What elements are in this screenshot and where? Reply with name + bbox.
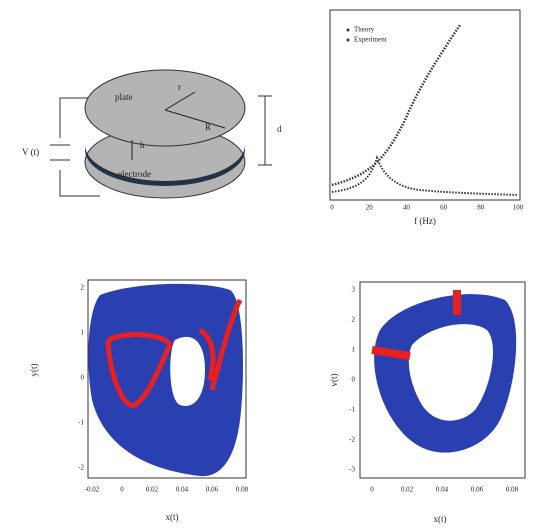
page: {"panel_a":{"plate":"plate","electrode":… xyxy=(0,0,545,531)
legend-marker xyxy=(347,29,350,32)
label: r xyxy=(178,82,181,92)
x-tick-label: 0 xyxy=(330,204,334,212)
experiment-curve xyxy=(332,158,518,195)
x-tick-label: 0.08 xyxy=(506,486,519,494)
x-tick-label: 0 xyxy=(120,486,124,494)
x-tick-label: 60 xyxy=(440,204,448,212)
x-tick-label: 40 xyxy=(403,204,411,212)
trajectory-hole xyxy=(170,337,205,406)
label: plate xyxy=(115,92,133,102)
x-tick-label: 0.02 xyxy=(146,486,159,494)
x-tick-label: 20 xyxy=(366,204,374,212)
x-tick-label: 0.02 xyxy=(401,486,414,494)
y-tick-label: 2 xyxy=(81,284,85,292)
label: h xyxy=(140,140,145,150)
y-axis-label: v(t) xyxy=(329,374,339,387)
y-tick-label: -1 xyxy=(349,406,355,414)
y-tick-label: -2 xyxy=(349,436,355,444)
phase-plot-c: 2 1 0 -1 -2 -0.02 0 0.02 0.04 0.06 0.08 y(t) x(t) xyxy=(29,280,249,522)
y-tick-label: -2 xyxy=(78,464,84,472)
label: R xyxy=(205,122,211,132)
response-plot: Theory Experiment 0 20 40 60 80 100 f (Hz) xyxy=(330,10,524,226)
y-tick-label: 0 xyxy=(81,374,85,382)
figure: plate electrode V (t) d h R r Theory Exp… xyxy=(0,0,545,531)
capacitor-diagram: plate electrode V (t) d h R r xyxy=(22,70,282,198)
y-axis-label: y(t) xyxy=(29,364,39,377)
x-tick-label: 0.06 xyxy=(206,486,219,494)
label: V (t) xyxy=(22,147,39,157)
legend-marker xyxy=(347,39,350,42)
y-tick-label: 3 xyxy=(352,286,356,294)
y-tick-label: 1 xyxy=(81,329,85,337)
x-tick-label: -0.02 xyxy=(85,486,100,494)
x-axis-label: x(t) xyxy=(166,512,179,522)
y-tick-label: 1 xyxy=(352,346,356,354)
y-tick-label: -3 xyxy=(349,466,355,474)
plate-disc xyxy=(85,70,245,146)
phase-plot-d: 3 2 1 0 -1 -2 -3 0 0.02 0.04 0.06 0.08 v(t) x(t) xyxy=(329,282,525,524)
label: d xyxy=(277,124,282,134)
x-tick-label: 0.06 xyxy=(471,486,484,494)
x-tick-label: 0.04 xyxy=(436,486,449,494)
label: electrode xyxy=(118,169,151,179)
x-axis-label: f (Hz) xyxy=(414,216,436,226)
x-tick-label: 100 xyxy=(513,204,524,212)
y-tick-label: 0 xyxy=(352,376,356,384)
x-tick-label: 80 xyxy=(477,204,485,212)
trajectory-band xyxy=(88,284,243,476)
x-tick-label: 0.08 xyxy=(236,486,249,494)
x-axis-label: x(t) xyxy=(434,514,447,524)
y-tick-label: 2 xyxy=(352,316,356,324)
legend-entry: Theory xyxy=(354,26,375,34)
legend-entry: Experiment xyxy=(354,36,387,44)
y-tick-label: -1 xyxy=(78,419,84,427)
x-tick-label: 0.04 xyxy=(176,486,189,494)
theory-curve xyxy=(332,25,460,185)
x-tick-label: 0 xyxy=(370,486,374,494)
